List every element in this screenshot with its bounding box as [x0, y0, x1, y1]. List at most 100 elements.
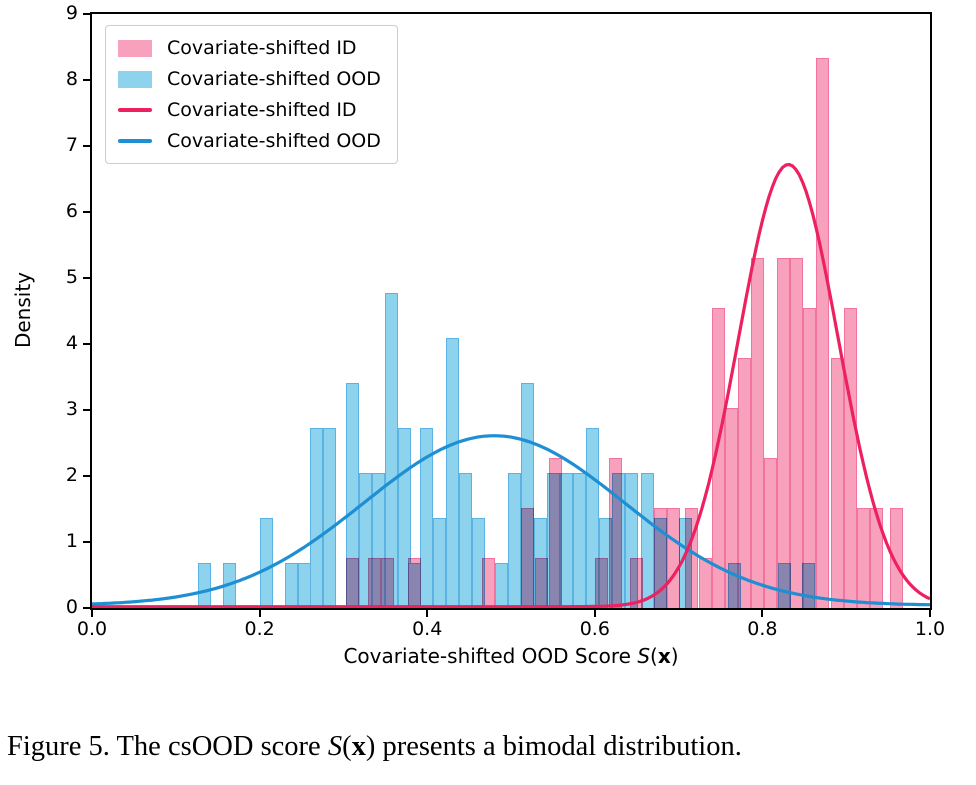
figure-caption: Figure 5. The csOOD score S(x) presents … [7, 731, 973, 763]
hist-bar-id [777, 257, 791, 608]
legend-item-ood-hist: Covariate-shifted OOD [118, 66, 381, 92]
y-tick-label: 2 [65, 464, 78, 486]
hist-bar-id [653, 507, 667, 608]
y-tick [83, 541, 90, 543]
hist-bar-id [594, 557, 608, 608]
y-tick-label: 4 [65, 332, 78, 354]
hist-bar-id [764, 457, 778, 608]
y-tick-label: 6 [65, 200, 78, 222]
math-S: S [327, 731, 343, 762]
hist-bar-ood [297, 563, 311, 608]
hist-bar-id [870, 507, 884, 608]
plot-area: Covariate-shifted ID Covariate-shifted O… [90, 12, 932, 610]
math-S: S [637, 644, 651, 668]
legend-label: Covariate-shifted ID [167, 37, 357, 59]
hist-bar-id [534, 557, 548, 608]
y-tick-label: 0 [65, 596, 78, 618]
hist-bar-ood [419, 427, 433, 608]
hist-bar-id [738, 357, 752, 608]
x-tick-label: 1.0 [914, 618, 946, 640]
hist-bar-id [790, 257, 804, 608]
x-tick [426, 610, 429, 617]
x-tick-label: 0.0 [76, 618, 108, 640]
paren: ) [365, 731, 376, 762]
x-tick [929, 610, 931, 617]
hist-bar-id [548, 457, 562, 608]
y-tick [83, 343, 90, 345]
y-tick [83, 475, 90, 477]
y-tick [83, 145, 90, 147]
crimson-line-swatch [118, 108, 152, 112]
pink-patch-swatch [118, 39, 152, 57]
y-tick-label: 9 [65, 2, 78, 24]
legend-item-id-hist: Covariate-shifted ID [118, 35, 381, 61]
legend-label: Covariate-shifted ID [167, 99, 357, 121]
hist-bar-id [481, 557, 495, 608]
hist-bar-id [712, 307, 726, 608]
y-tick-label: 8 [65, 68, 78, 90]
x-tick-label: 0.4 [412, 618, 443, 640]
y-tick [83, 79, 90, 81]
y-tick-label: 5 [65, 266, 78, 288]
legend-label: Covariate-shifted OOD [167, 68, 381, 90]
hist-bar-id [666, 507, 680, 608]
y-tick [83, 13, 90, 15]
hist-bar-ood [285, 563, 299, 608]
hist-bar-ood [572, 472, 586, 608]
legend-label: Covariate-shifted OOD [167, 130, 381, 152]
hist-bar-ood [494, 563, 508, 608]
hist-bar-id [844, 307, 858, 608]
y-tick [83, 607, 90, 609]
hist-bar-ood [432, 518, 446, 608]
x-tick [761, 610, 764, 617]
y-tick-label: 3 [65, 398, 78, 420]
paren: ) [670, 644, 679, 668]
x-tick-label: 0.6 [579, 618, 610, 640]
blue-line-swatch [118, 139, 152, 143]
hist-bar-ood [259, 518, 273, 608]
hist-bar-id [816, 57, 829, 608]
caption-text: Figure 5. The csOOD score [7, 731, 328, 762]
hist-bar-id [889, 507, 903, 608]
x-tick-label: 0.8 [747, 618, 778, 640]
hist-bar-id [857, 507, 871, 608]
hist-bar-id [685, 507, 699, 608]
hist-bar-ood [198, 563, 212, 608]
math-x: x [657, 644, 671, 668]
y-tick [83, 211, 90, 213]
hist-bar-id [380, 557, 394, 608]
blue-patch-swatch [118, 70, 152, 88]
legend: Covariate-shifted ID Covariate-shifted O… [105, 25, 398, 164]
hist-bar-id [521, 507, 535, 608]
hist-bar-id [630, 557, 643, 608]
hist-bar-id [346, 557, 360, 608]
x-axis-label: Covariate-shifted OOD Score S(x) [92, 644, 930, 668]
hist-bar-ood [507, 472, 521, 608]
paren: ( [650, 644, 658, 668]
caption-text: presents a bimodal distribution. [375, 731, 742, 762]
x-tick [91, 610, 93, 617]
paren: ( [342, 731, 352, 762]
legend-item-ood-line: Covariate-shifted OOD [118, 128, 381, 154]
x-tick [258, 610, 261, 617]
x-tick-label: 0.2 [244, 618, 275, 640]
hist-bar-id [751, 257, 765, 608]
hist-bar-ood [310, 427, 324, 608]
y-tick-label: 7 [65, 134, 78, 156]
hist-bar-id [803, 307, 816, 608]
y-axis-label: Density [11, 271, 35, 349]
hist-bar-id [407, 557, 421, 608]
hist-bar-id [609, 457, 622, 608]
hist-bar-ood [222, 563, 236, 608]
hist-bar-id [698, 557, 712, 608]
x-axis-label-text: Covariate-shifted OOD Score [343, 644, 638, 668]
hist-bar-id [367, 557, 381, 608]
math-x: x [351, 731, 366, 762]
y-tick [83, 409, 90, 411]
x-tick [593, 610, 596, 617]
hist-bar-ood [323, 427, 337, 608]
y-tick-label: 1 [65, 530, 78, 552]
hist-bar-id [831, 357, 845, 608]
hist-bar-ood [458, 472, 472, 608]
